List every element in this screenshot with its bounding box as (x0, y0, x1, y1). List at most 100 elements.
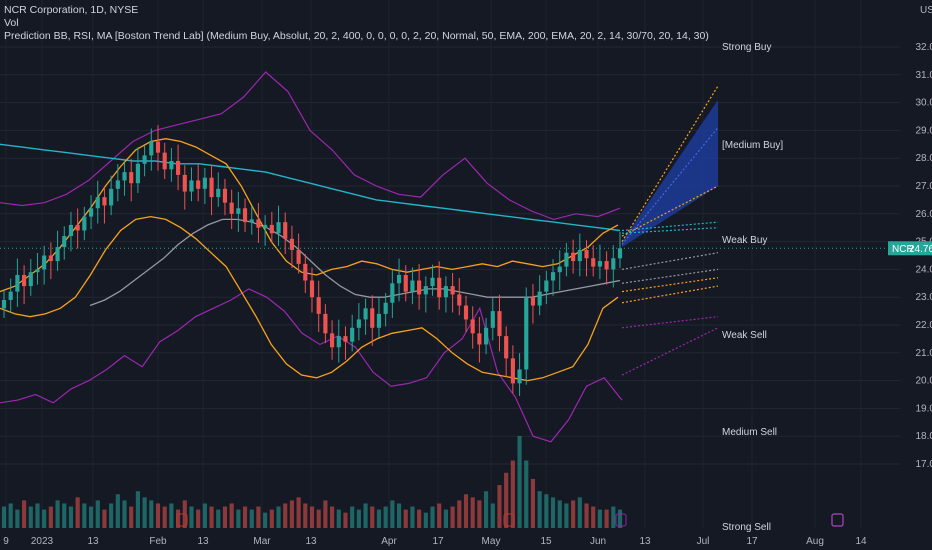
candle-body (122, 172, 127, 181)
candle-body (189, 180, 194, 192)
candle-body (350, 327, 355, 342)
volume-bar (376, 509, 382, 528)
candle-body (463, 305, 469, 320)
signal-level-label: Medium Sell (722, 427, 777, 438)
candle-body (550, 272, 556, 281)
candle-body (571, 252, 576, 262)
event-marker-icon (615, 513, 627, 527)
price-axis: 32.0031.0030.0029.0028.0027.0026.0025.00… (0, 5, 932, 470)
volume-bar (410, 506, 415, 528)
volume-bar (202, 503, 207, 528)
volume-bar (363, 503, 368, 528)
forecast-area (622, 99, 718, 248)
candle-body (477, 333, 482, 345)
volume-bar (484, 491, 489, 528)
candle-body (35, 269, 40, 273)
candle-body (162, 152, 167, 170)
candle-body (115, 180, 120, 189)
candle-body (222, 188, 228, 203)
time-tick-label: Jul (697, 536, 710, 547)
volume-bar (229, 503, 234, 528)
volume-bar (28, 506, 33, 528)
volume-bar (8, 503, 13, 528)
volume-bar (591, 506, 596, 528)
volume-bar (109, 503, 114, 528)
current-price-symbol: NCR (892, 244, 914, 255)
volume-bar (571, 500, 576, 528)
volume-bar (550, 497, 556, 528)
time-tick-label: 13 (639, 536, 651, 547)
volume-bar (510, 460, 515, 528)
volume-bar (584, 503, 589, 528)
candle-body (577, 249, 582, 262)
candle-body (396, 274, 402, 284)
volume-bar (450, 506, 455, 528)
volume-bar (256, 506, 261, 528)
price-tick-label: 23.00 (915, 292, 932, 303)
volume-bar (283, 503, 288, 528)
volume-bar (383, 506, 388, 528)
candle-body (303, 263, 308, 281)
candle-body (48, 255, 53, 262)
candle-body (135, 163, 140, 184)
volume-bar (75, 497, 80, 528)
candle-body (263, 224, 268, 228)
volume-bar (544, 494, 549, 528)
volume-bar (68, 506, 74, 528)
volume-bar (22, 500, 27, 528)
candle-body (283, 222, 288, 239)
forecast-projection (621, 277, 719, 293)
volume-bar (115, 494, 120, 528)
volume-bar (242, 506, 248, 528)
time-tick-label: 13 (87, 536, 99, 547)
candle-body (417, 280, 422, 295)
volume-bar (222, 506, 228, 528)
volume-bar (142, 497, 147, 528)
price-tick-label: 26.00 (915, 209, 932, 220)
forecast-projection (621, 85, 719, 242)
candle-body (611, 258, 616, 270)
volume-bar (55, 500, 60, 528)
candle-body (62, 236, 67, 248)
candle-body (537, 291, 542, 306)
signal-level-label: Weak Buy (722, 235, 767, 246)
volume-bar (102, 509, 107, 528)
candle-body (504, 336, 509, 359)
volume-bar (490, 503, 495, 528)
candle-body (530, 297, 536, 306)
forecast-projection (621, 268, 719, 284)
volume-bar (524, 460, 529, 528)
volume-bar (269, 509, 274, 528)
candle-body (323, 313, 328, 334)
candle-body (309, 280, 315, 298)
candlesticks (1, 125, 623, 396)
price-tick-label: 27.00 (915, 181, 932, 192)
candle-body (584, 249, 589, 259)
candle-body (370, 308, 375, 328)
volume-bar (577, 497, 582, 528)
volume-bar (497, 485, 502, 528)
price-tick-label: 30.00 (915, 98, 932, 109)
volume-bar (597, 509, 602, 528)
price-tick-label: 24.00 (915, 264, 932, 275)
volume-bar (196, 509, 201, 528)
volume-bar (296, 497, 301, 528)
candle-body (564, 252, 569, 267)
volume-bar (1, 506, 7, 528)
time-tick-label: Feb (149, 536, 167, 547)
event-marker-icon (503, 513, 515, 527)
candle-body (109, 188, 114, 206)
forecast-band (621, 85, 719, 376)
volume-bar (162, 506, 167, 528)
time-tick-label: 15 (540, 536, 552, 547)
ema-long-line (0, 143, 621, 232)
candle-body (216, 188, 221, 198)
candle-body (176, 160, 181, 175)
indicator-label[interactable]: Prediction BB, RSI, MA [Boston Trend Lab… (4, 30, 709, 42)
volume-bar (336, 509, 341, 528)
volume-bar (62, 503, 67, 528)
volume-bar (390, 500, 395, 528)
candle-body (597, 261, 602, 267)
candle-body (517, 369, 522, 384)
